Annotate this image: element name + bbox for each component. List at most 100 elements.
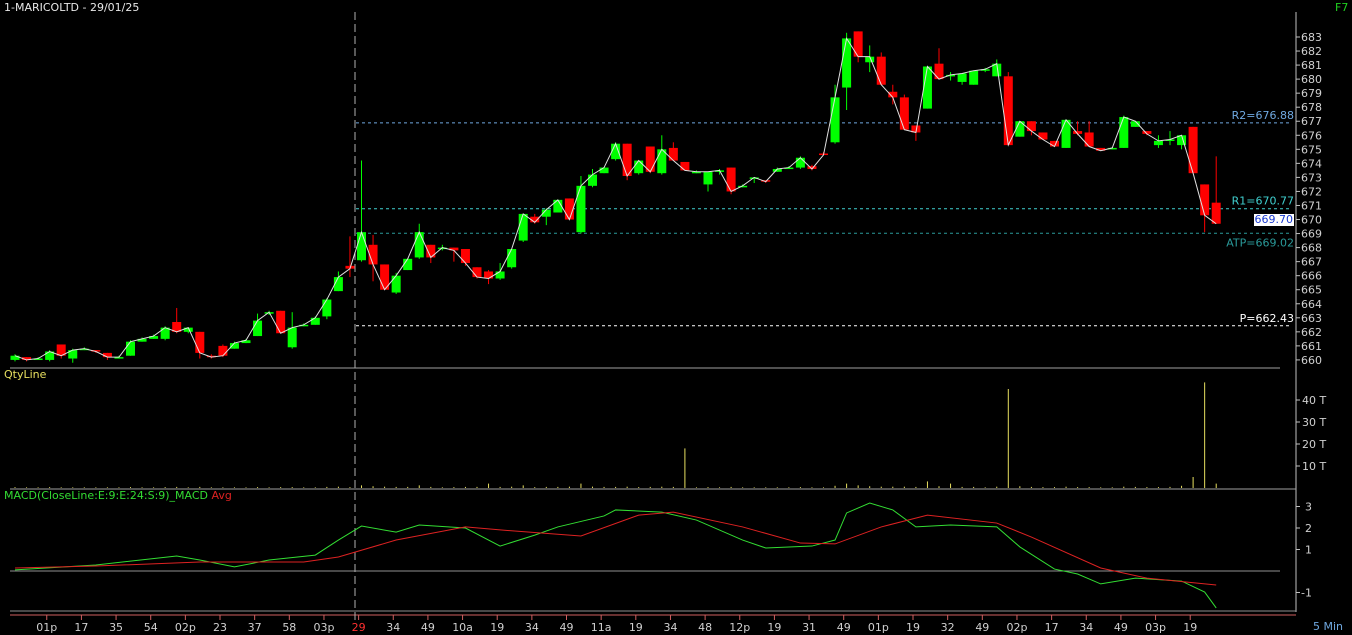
close-line [14,37,1217,361]
time-tick-label: 12p [729,621,750,634]
time-tick-label: 10a [452,621,473,634]
price-tick-label: 669 [1301,228,1322,241]
candle-body [992,63,1002,77]
candles [10,31,1221,363]
time-tick-label: 34 [663,621,677,634]
candle-body [1119,117,1129,148]
candle-body [588,174,597,186]
macd-tick-label: -1 [1301,587,1312,600]
candle-body [137,338,147,342]
candle-body [507,249,517,268]
macd-tick-label: 3 [1305,501,1312,514]
candle-body [1015,121,1025,137]
price-tick-label: 679 [1301,87,1322,100]
avg-line [14,511,1217,586]
candle-body [253,320,263,337]
candle-body [853,31,863,57]
candle-body [1107,147,1117,150]
level-label: R2=676.88 [1232,109,1294,122]
price-tick-label: 673 [1301,171,1322,184]
price-tick-label: 674 [1301,157,1322,170]
time-tick-label: 11a [591,621,612,634]
candle-body [980,69,990,71]
volume-tick-label: 20 T [1302,438,1326,451]
candle-body [102,352,112,358]
candle-body [911,125,921,133]
volume-bars [14,382,1217,488]
macd-lines [14,502,1217,609]
candle-body [45,351,55,360]
candle-body [1165,139,1175,141]
candle-body [172,322,182,332]
candle-body [957,73,967,82]
last-price-badge: 669.70 [1253,213,1294,226]
price-tick-label: 678 [1301,101,1322,114]
time-tick-label: 48 [698,621,712,634]
time-tick-label: 29 [352,621,366,634]
time-tick-label: 01p [868,621,889,634]
candle-body [287,327,297,348]
candle-body [403,258,413,271]
candle-body [599,167,609,174]
volume-tick-label: 10 T [1302,460,1326,473]
candle-body [969,70,979,85]
candle-body [772,168,782,172]
candle-body [645,146,655,172]
candle-body [229,343,239,349]
price-tick-label: 676 [1301,129,1322,142]
price-tick-label: 667 [1301,256,1322,269]
candle-body [876,56,886,85]
time-tick-label: 35 [109,621,123,634]
candle-body [934,63,944,80]
candle-body [391,275,401,293]
candle-body [1096,147,1106,151]
price-tick-label: 672 [1301,185,1322,198]
price-tick-label: 661 [1301,340,1322,353]
candle-body [1073,131,1083,134]
time-tick-label: 02p [175,621,196,634]
interval-label[interactable]: 5 Min [1313,620,1344,633]
level-label: P=662.43 [1240,312,1294,325]
candle-body [460,249,470,264]
candle-body [668,147,678,161]
volume-panel-title: QtyLine [4,368,47,381]
candle-body [795,157,805,168]
candle-body [1026,121,1036,132]
price-tick-label: 663 [1301,312,1322,325]
time-tick-label: 02p [1006,621,1027,634]
candle-body [218,345,228,356]
time-tick-label: 49 [837,621,851,634]
candle-body [22,357,32,360]
candle-body [622,143,632,176]
candle-body [518,213,528,241]
candle-body [114,357,124,359]
candle-body [56,344,66,356]
candle-body [1130,121,1140,127]
price-tick-label: 662 [1301,326,1322,339]
candle-body [299,324,309,327]
candle-body [310,317,320,325]
candle-body [703,171,713,185]
candle-body [888,91,898,98]
price-tick-label: 665 [1301,284,1322,297]
candle-body [414,232,424,258]
candle-body [10,355,20,360]
candle-body [1050,140,1059,147]
candle-body [749,177,759,179]
candle-body [495,271,505,279]
shortcut-key: F7 [1335,1,1349,14]
macd-tick-label: 1 [1305,544,1312,557]
candle-body [657,149,667,174]
candle-body [206,355,216,358]
candle-body [449,247,459,251]
time-tick-label: 19 [629,621,643,634]
candle-body [79,348,89,351]
candle-body [1211,202,1221,224]
candle-body [241,340,251,344]
macd-legend: MACD(CloseLine:E:9:E:24:S:9)_MACD Avg [4,490,232,502]
candle-body [1142,131,1152,134]
candle-body [126,341,135,356]
candle-body [149,336,159,339]
candle-body [899,97,909,130]
candle-body [484,271,494,279]
